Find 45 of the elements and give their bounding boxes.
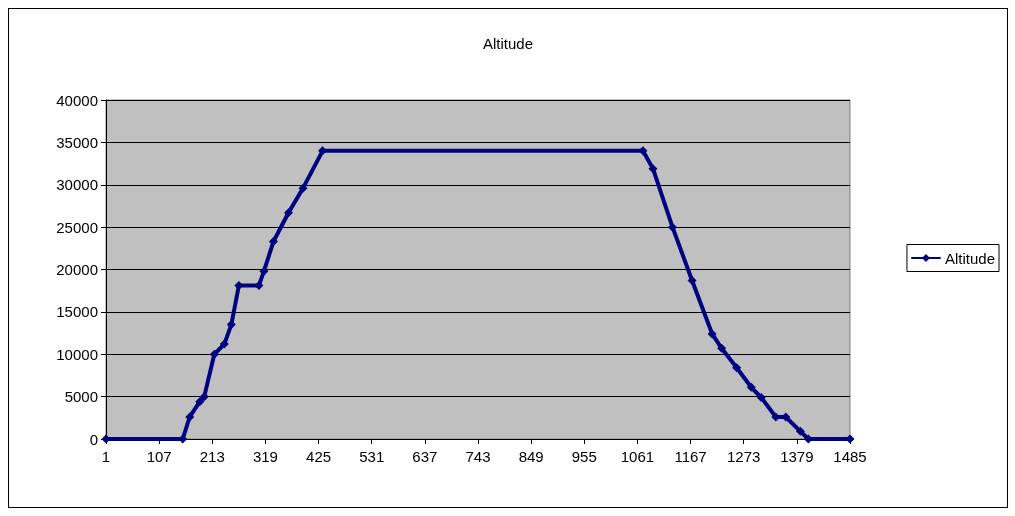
point [795, 426, 805, 436]
point [707, 329, 717, 339]
point [199, 392, 209, 402]
x-tick-label: 1273 [727, 448, 761, 465]
y-tick-label: 10000 [56, 345, 98, 363]
point [668, 222, 678, 232]
point [195, 397, 205, 407]
point [219, 339, 229, 349]
y-tick-label: 0 [89, 430, 98, 448]
x-tick-label: 849 [518, 448, 544, 465]
x-tick-label: 319 [252, 448, 278, 465]
y-tick-label: 5000 [64, 388, 98, 406]
point [268, 237, 278, 247]
point [732, 363, 742, 373]
x-tick-label: 955 [571, 448, 597, 465]
x-tick-label: 213 [199, 448, 225, 465]
x-tick-label: 1 [101, 448, 111, 465]
point [687, 276, 697, 286]
point [259, 266, 269, 276]
legend-label: Altitude [944, 249, 996, 267]
x-tick-label: 743 [465, 448, 491, 465]
x-tick-label: 531 [359, 448, 385, 465]
point [746, 382, 756, 392]
x-tick-label: 1167 [674, 448, 707, 465]
chart-title: Altitude [482, 35, 534, 52]
point [756, 392, 766, 402]
point [298, 183, 308, 193]
x-tick-label: 1379 [780, 448, 814, 465]
x-tick-label: 107 [146, 448, 172, 465]
y-tick-label: 30000 [56, 176, 98, 194]
point [185, 412, 195, 422]
point [209, 349, 219, 359]
point [283, 208, 293, 218]
point [226, 320, 236, 330]
x-tick-label: 1485 [833, 448, 867, 465]
y-tick-label: 35000 [56, 133, 98, 151]
y-tick-label: 25000 [56, 218, 98, 236]
x-tick-label: 1061 [620, 448, 655, 465]
y-tick-label: 40000 [56, 91, 98, 109]
y-tick-label: 20000 [56, 261, 98, 278]
x-tick-label: 637 [412, 448, 438, 465]
y-tick-label: 15000 [56, 303, 98, 321]
point [717, 343, 727, 353]
x-tick-label: 425 [306, 448, 332, 465]
point [648, 164, 658, 174]
